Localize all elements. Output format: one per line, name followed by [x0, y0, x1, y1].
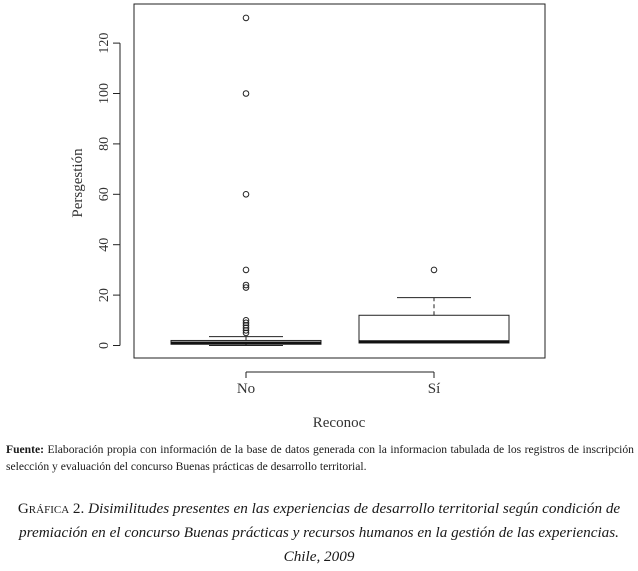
y-tick-label: 40	[97, 238, 112, 252]
outlier-point	[242, 327, 250, 334]
y-tick-label: 60	[97, 187, 112, 201]
outlier-point	[242, 14, 250, 22]
outlier-point	[242, 191, 250, 198]
outlier-point	[430, 266, 438, 274]
outlier-point	[242, 284, 250, 291]
plot-frame	[133, 3, 546, 359]
y-tick-label: 80	[97, 137, 112, 151]
outlier-point	[242, 281, 250, 289]
outlier-point	[242, 319, 250, 327]
y-axis: 0 20 40 60 80 100 120	[97, 33, 121, 349]
caption-text: Disimilitudes presentes en las experienc…	[19, 500, 621, 565]
boxes-layer	[170, 14, 510, 346]
outlier-point	[242, 317, 250, 324]
x-tick-label: Sí	[428, 381, 441, 397]
caption-label: Gráfica 2.	[17, 500, 85, 517]
outlier-point	[242, 329, 250, 337]
box-Sí	[358, 266, 510, 344]
outlier-point	[242, 322, 250, 329]
box-iqr	[358, 314, 510, 344]
y-tick-label: 100	[97, 83, 112, 104]
source-text: Elaboración propia con información de la…	[6, 443, 634, 473]
x-axis: No Sí	[237, 371, 441, 397]
y-axis-title: Persgestión	[70, 148, 86, 218]
box-No	[170, 14, 322, 346]
y-tick-label: 120	[97, 33, 112, 54]
x-tick-label: No	[237, 381, 255, 397]
y-tick-label: 0	[97, 342, 112, 349]
outlier-point	[242, 324, 250, 332]
source-label: Fuente:	[6, 443, 44, 456]
source-note: Fuente: Elaboración propia con informaci…	[6, 441, 634, 475]
y-tick-label: 20	[97, 288, 112, 302]
outlier-point	[242, 90, 250, 97]
boxplot-chart: 0 20 40 60 80 100 120 No Sí Persgestión Reconoc	[70, 3, 546, 430]
figure-caption: Gráfica 2. Disimilitudes presentes en la…	[4, 497, 634, 569]
outlier-point	[242, 266, 250, 274]
x-axis-title: Reconoc	[313, 415, 366, 430]
